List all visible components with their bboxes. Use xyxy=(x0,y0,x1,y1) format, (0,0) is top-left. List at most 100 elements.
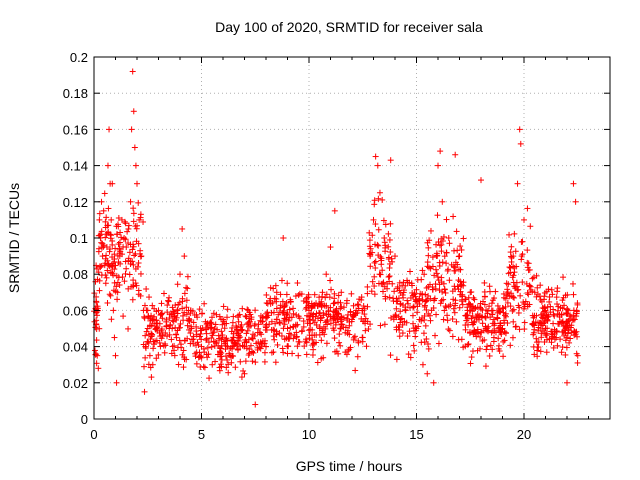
data-point xyxy=(482,325,489,332)
data-point xyxy=(362,327,369,334)
data-point xyxy=(459,301,466,308)
data-point xyxy=(102,224,109,231)
data-point xyxy=(276,319,283,326)
data-point xyxy=(149,302,156,309)
data-point xyxy=(487,342,494,349)
data-point xyxy=(222,342,229,349)
data-point xyxy=(111,334,118,341)
data-point xyxy=(554,301,561,308)
data-point xyxy=(542,315,549,322)
data-point xyxy=(281,315,288,322)
data-point xyxy=(494,314,501,321)
data-points xyxy=(91,68,581,408)
data-point xyxy=(452,302,459,309)
data-point xyxy=(164,309,171,316)
data-point xyxy=(145,313,152,320)
data-point xyxy=(161,349,168,356)
data-point xyxy=(209,361,216,368)
data-point xyxy=(252,401,259,408)
data-point xyxy=(533,335,540,342)
data-point xyxy=(249,349,256,356)
data-point xyxy=(399,330,406,337)
data-point xyxy=(303,351,310,358)
data-point xyxy=(311,319,318,326)
data-point xyxy=(419,267,426,274)
data-point xyxy=(327,244,334,251)
data-point xyxy=(198,310,205,317)
data-point xyxy=(444,312,451,319)
data-point xyxy=(541,289,548,296)
data-point xyxy=(362,320,369,327)
data-point xyxy=(449,333,456,340)
data-point xyxy=(241,370,248,377)
data-point xyxy=(158,300,165,307)
data-point xyxy=(205,339,212,346)
data-point xyxy=(323,291,330,298)
data-point xyxy=(145,340,152,347)
data-point xyxy=(479,320,486,327)
data-point xyxy=(559,305,566,312)
data-point xyxy=(130,210,137,217)
data-point xyxy=(303,339,310,346)
data-point xyxy=(292,293,299,300)
data-point xyxy=(125,222,132,229)
data-point xyxy=(336,339,343,346)
data-point xyxy=(520,305,527,312)
data-point xyxy=(348,290,355,297)
data-point xyxy=(283,311,290,318)
data-point xyxy=(533,272,540,279)
data-point xyxy=(141,302,148,309)
data-point xyxy=(385,230,392,237)
data-point xyxy=(369,232,376,239)
data-point xyxy=(273,289,280,296)
data-point xyxy=(290,335,297,342)
data-point xyxy=(421,271,428,278)
data-point xyxy=(186,316,193,323)
data-point xyxy=(104,267,111,274)
data-point xyxy=(465,341,472,348)
data-point xyxy=(395,295,402,302)
data-point xyxy=(366,250,373,257)
data-point xyxy=(442,289,449,296)
data-point xyxy=(327,277,334,284)
data-point xyxy=(283,291,290,298)
data-point xyxy=(489,297,496,304)
data-point xyxy=(344,297,351,304)
data-point xyxy=(120,243,127,250)
data-point xyxy=(327,320,334,327)
data-point xyxy=(450,296,457,303)
data-point xyxy=(127,258,134,265)
data-point xyxy=(509,334,516,341)
data-point xyxy=(148,374,155,381)
data-point xyxy=(192,353,199,360)
data-point xyxy=(247,342,254,349)
data-point xyxy=(538,311,545,318)
data-point xyxy=(117,260,124,267)
data-point xyxy=(157,343,164,350)
data-point xyxy=(427,317,434,324)
data-point xyxy=(100,207,107,214)
data-point xyxy=(410,320,417,327)
data-point xyxy=(177,320,184,327)
data-point xyxy=(237,323,244,330)
data-point xyxy=(147,336,154,343)
data-point xyxy=(517,140,524,147)
data-point xyxy=(380,288,387,295)
data-point xyxy=(458,281,465,288)
data-point xyxy=(149,332,156,339)
data-point xyxy=(98,244,105,251)
data-point xyxy=(409,282,416,289)
data-point xyxy=(451,309,458,316)
data-point xyxy=(319,289,326,296)
data-point xyxy=(400,287,407,294)
data-point xyxy=(274,341,281,348)
data-point xyxy=(159,310,166,317)
data-point xyxy=(494,302,501,309)
data-point xyxy=(386,273,393,280)
data-point xyxy=(387,352,394,359)
data-point xyxy=(557,336,564,343)
data-point xyxy=(559,329,566,336)
data-point xyxy=(563,318,570,325)
data-point xyxy=(425,341,432,348)
data-point xyxy=(502,313,509,320)
